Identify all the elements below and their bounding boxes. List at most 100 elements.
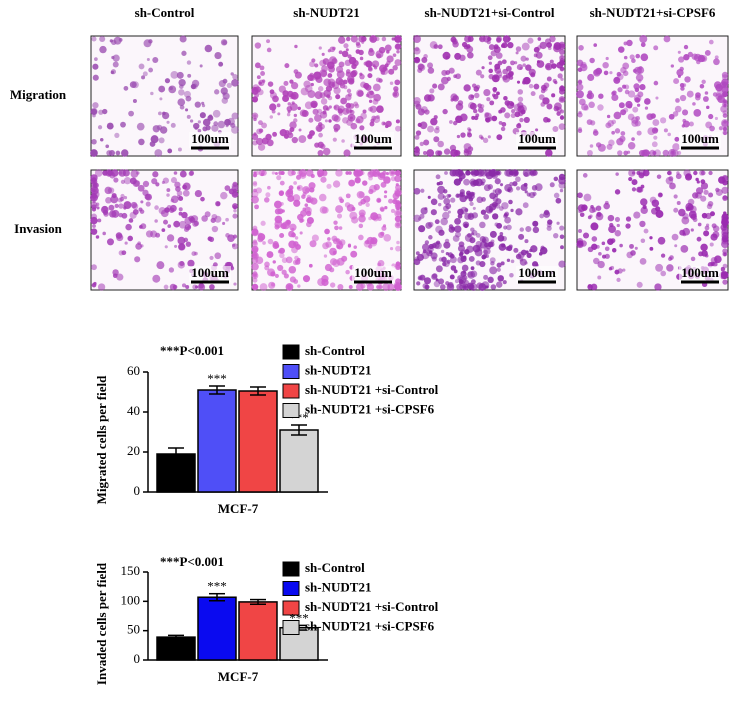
cell xyxy=(438,229,445,236)
cell xyxy=(321,52,325,56)
cell xyxy=(232,213,238,219)
cell xyxy=(475,113,480,118)
cell xyxy=(389,81,394,86)
cell xyxy=(503,95,508,101)
cell xyxy=(469,201,474,206)
cell xyxy=(424,207,428,211)
cell xyxy=(118,250,124,256)
cell xyxy=(636,186,643,193)
cell xyxy=(99,137,104,142)
cell xyxy=(310,100,318,108)
cell xyxy=(704,91,709,95)
cell xyxy=(497,275,504,282)
cell xyxy=(204,211,211,218)
cell xyxy=(285,256,293,264)
cell xyxy=(185,241,192,247)
micrograph: 100um xyxy=(90,35,239,157)
cell xyxy=(476,244,482,250)
cell xyxy=(505,73,512,79)
cell xyxy=(267,238,274,245)
cell xyxy=(652,119,660,126)
cell xyxy=(522,169,531,177)
cell xyxy=(342,79,348,85)
cell xyxy=(700,170,706,176)
y-axis-label: Migrated cells per field xyxy=(94,375,109,504)
cell xyxy=(682,109,689,116)
cell xyxy=(650,113,656,119)
cell xyxy=(251,229,259,237)
cell xyxy=(383,234,392,242)
cell xyxy=(626,251,633,259)
cell xyxy=(649,246,654,251)
cell xyxy=(252,284,258,290)
cell xyxy=(520,55,527,62)
cell xyxy=(471,212,479,219)
cell xyxy=(703,230,710,237)
cell xyxy=(354,170,359,176)
cell xyxy=(150,91,154,96)
cell xyxy=(489,192,496,200)
cell xyxy=(531,185,538,191)
cell xyxy=(251,257,259,264)
cell xyxy=(697,222,702,227)
cell xyxy=(547,219,553,225)
cell xyxy=(108,204,115,211)
cell xyxy=(142,180,150,188)
cell xyxy=(102,170,108,176)
cell xyxy=(631,171,636,175)
bar xyxy=(197,389,237,493)
cell xyxy=(272,260,276,264)
cell xyxy=(260,220,266,226)
cell xyxy=(513,247,519,253)
cell xyxy=(628,177,633,182)
cell xyxy=(427,67,435,74)
cell xyxy=(308,117,314,123)
cell xyxy=(190,83,197,90)
cell xyxy=(517,96,524,103)
cell xyxy=(435,174,441,180)
cell xyxy=(392,192,400,200)
cell xyxy=(649,236,653,240)
cell xyxy=(252,277,258,283)
cell xyxy=(266,251,274,259)
cell xyxy=(372,169,381,177)
column-header: sh-NUDT21+si-CPSF6 xyxy=(590,5,716,20)
cell xyxy=(501,59,507,65)
cell xyxy=(528,83,534,89)
cell xyxy=(167,148,173,154)
cell xyxy=(178,89,185,96)
cell xyxy=(266,47,272,53)
cell xyxy=(640,198,648,206)
cell xyxy=(277,264,284,272)
cell xyxy=(261,122,268,129)
cell xyxy=(634,246,638,250)
cell xyxy=(653,45,659,51)
cell xyxy=(320,143,326,150)
cell xyxy=(392,90,400,98)
cell xyxy=(597,275,602,280)
cell xyxy=(182,182,191,191)
cell xyxy=(708,192,714,198)
cell xyxy=(516,80,521,84)
cell xyxy=(530,72,536,78)
cell xyxy=(546,76,552,82)
cell xyxy=(559,49,565,55)
cell xyxy=(560,116,564,120)
cell xyxy=(532,220,539,227)
cell xyxy=(433,127,440,134)
cell xyxy=(115,232,123,239)
cell xyxy=(414,46,420,52)
cell xyxy=(459,251,464,256)
cell xyxy=(606,143,613,150)
cell xyxy=(156,261,165,270)
cell xyxy=(552,125,559,132)
cell xyxy=(526,192,531,197)
cell xyxy=(92,113,96,118)
cell xyxy=(166,188,171,192)
cell xyxy=(136,122,145,131)
cell xyxy=(671,233,679,241)
legend-label: sh-Control xyxy=(305,560,365,575)
cell xyxy=(138,63,145,70)
cell xyxy=(391,37,395,41)
cell xyxy=(372,83,381,92)
